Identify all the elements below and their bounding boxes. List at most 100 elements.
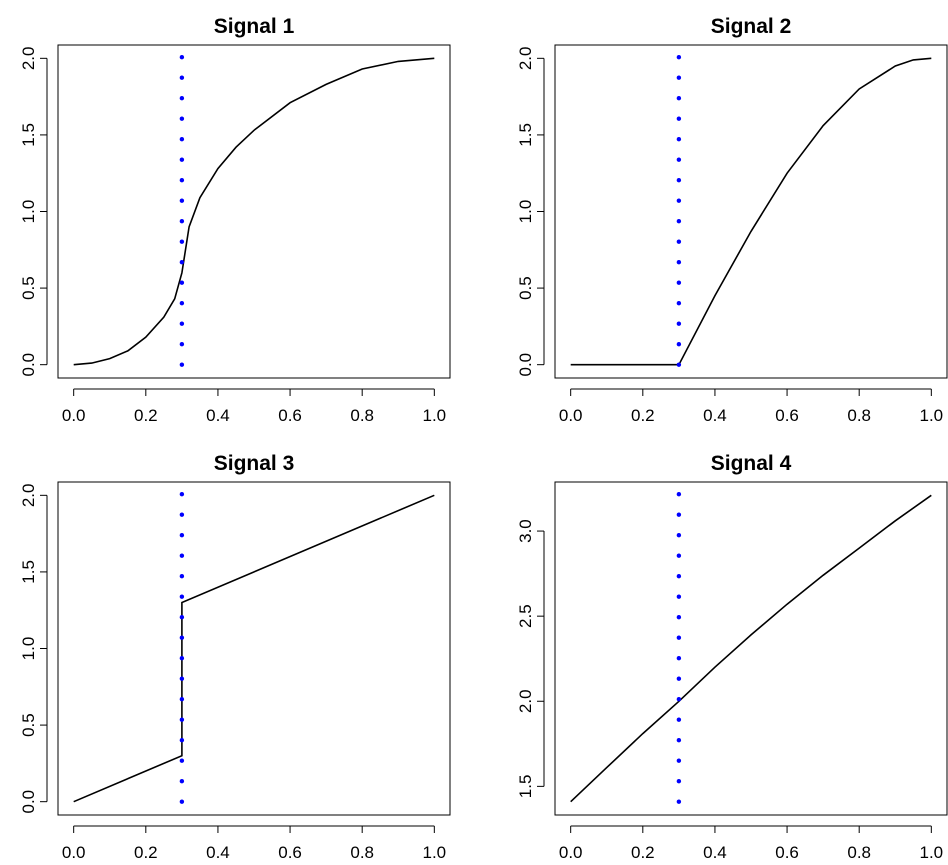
y-tick-label: 1.0 bbox=[516, 200, 535, 224]
reference-line bbox=[676, 55, 682, 367]
x-tick-label: 1.0 bbox=[422, 406, 446, 425]
x-tick-label: 0.6 bbox=[278, 406, 302, 425]
reference-dot bbox=[179, 717, 185, 722]
x-tick-label: 0.6 bbox=[775, 843, 799, 862]
reference-dot bbox=[676, 75, 682, 80]
reference-dot bbox=[179, 239, 185, 244]
reference-dot bbox=[179, 615, 185, 620]
reference-dot bbox=[179, 594, 185, 599]
reference-dot bbox=[676, 512, 682, 517]
reference-dot bbox=[179, 492, 185, 497]
reference-dot bbox=[676, 492, 682, 497]
plot-frame bbox=[57, 481, 451, 816]
reference-dot bbox=[179, 301, 185, 306]
y-axis: 1.5 2.0 2.5 3.0 bbox=[516, 519, 545, 798]
y-tick-label: 0.0 bbox=[19, 790, 38, 814]
reference-dot bbox=[676, 219, 682, 224]
reference-dot bbox=[179, 178, 185, 183]
reference-dot bbox=[179, 553, 185, 558]
y-tick-label: 0.5 bbox=[516, 276, 535, 300]
reference-dot bbox=[676, 758, 682, 763]
reference-dot bbox=[179, 219, 185, 224]
y-tick-label: 2.0 bbox=[516, 689, 535, 713]
panel-1: Signal 1 0.0 0.2 0.4 0.6 0.8 1.0 0.0 0.5 1.0 1.5 2.… bbox=[19, 15, 451, 425]
reference-dot bbox=[676, 280, 682, 285]
y-tick-label: 1.0 bbox=[19, 637, 38, 661]
y-tick-label: 2.0 bbox=[516, 46, 535, 70]
reference-dot bbox=[179, 157, 185, 162]
reference-dot bbox=[676, 362, 682, 367]
reference-dot bbox=[676, 676, 682, 681]
y-axis: 0.0 0.5 1.0 1.5 2.0 bbox=[19, 46, 48, 377]
reference-dot bbox=[676, 239, 682, 244]
x-tick-label: 0.6 bbox=[775, 406, 799, 425]
reference-dot bbox=[676, 55, 682, 60]
reference-dot bbox=[179, 362, 185, 367]
x-tick-label: 0.0 bbox=[62, 406, 86, 425]
y-tick-label: 2.0 bbox=[19, 46, 38, 70]
reference-dot bbox=[676, 157, 682, 162]
reference-dot bbox=[676, 594, 682, 599]
x-axis: 0.0 0.2 0.4 0.6 0.8 1.0 bbox=[62, 388, 446, 425]
x-tick-label: 1.0 bbox=[919, 406, 943, 425]
x-tick-label: 0.8 bbox=[350, 406, 374, 425]
y-tick-label: 2.5 bbox=[516, 604, 535, 628]
reference-dot bbox=[676, 697, 682, 702]
reference-dot bbox=[179, 280, 185, 285]
chart-title: Signal 2 bbox=[711, 15, 792, 38]
x-tick-label: 0.2 bbox=[134, 406, 158, 425]
x-tick-label: 0.4 bbox=[206, 406, 230, 425]
x-tick-label: 0.4 bbox=[703, 843, 727, 862]
plot-frame bbox=[57, 44, 451, 379]
reference-dot bbox=[179, 55, 185, 60]
reference-dot bbox=[179, 758, 185, 763]
reference-dot bbox=[179, 574, 185, 579]
series-line bbox=[73, 57, 435, 366]
reference-dot bbox=[179, 738, 185, 743]
reference-dot bbox=[179, 137, 185, 142]
x-tick-label: 0.0 bbox=[559, 843, 583, 862]
x-tick-label: 0.2 bbox=[631, 406, 655, 425]
series-line bbox=[570, 494, 932, 803]
x-tick-label: 0.6 bbox=[278, 843, 302, 862]
x-tick-label: 0.8 bbox=[847, 843, 871, 862]
reference-line bbox=[676, 492, 682, 804]
panel-3: Signal 3 0.0 0.2 0.4 0.6 0.8 1.0 0.0 0.5 1.0 1.5 2.… bbox=[19, 452, 451, 862]
reference-dot bbox=[179, 321, 185, 326]
y-tick-label: 1.5 bbox=[516, 123, 535, 147]
reference-dot bbox=[676, 738, 682, 743]
reference-dot bbox=[179, 533, 185, 538]
reference-dot bbox=[179, 260, 185, 265]
reference-dot bbox=[179, 512, 185, 517]
reference-dot bbox=[179, 676, 185, 681]
reference-dot bbox=[179, 342, 185, 347]
reference-dot bbox=[676, 635, 682, 640]
reference-dot bbox=[676, 717, 682, 722]
reference-dot bbox=[676, 342, 682, 347]
reference-dot bbox=[676, 178, 682, 183]
x-tick-label: 0.0 bbox=[62, 843, 86, 862]
x-tick-label: 0.8 bbox=[350, 843, 374, 862]
x-tick-label: 0.0 bbox=[559, 406, 583, 425]
plot-frame bbox=[554, 481, 948, 816]
reference-dot bbox=[179, 656, 185, 661]
reference-dot bbox=[179, 75, 185, 80]
y-tick-label: 0.5 bbox=[19, 713, 38, 737]
reference-dot bbox=[676, 321, 682, 326]
reference-dot bbox=[676, 656, 682, 661]
reference-dot bbox=[179, 779, 185, 784]
reference-dot bbox=[676, 533, 682, 538]
y-tick-label: 1.5 bbox=[19, 123, 38, 147]
series-line bbox=[570, 57, 932, 366]
series-line bbox=[73, 494, 435, 803]
x-tick-label: 1.0 bbox=[422, 843, 446, 862]
y-tick-label: 1.0 bbox=[19, 200, 38, 224]
reference-dot bbox=[676, 116, 682, 121]
reference-dot bbox=[676, 137, 682, 142]
reference-line bbox=[179, 55, 185, 367]
y-axis: 0.0 0.5 1.0 1.5 2.0 bbox=[516, 46, 545, 377]
reference-line bbox=[179, 492, 185, 804]
plot-frame bbox=[554, 44, 948, 379]
x-tick-label: 0.2 bbox=[134, 843, 158, 862]
